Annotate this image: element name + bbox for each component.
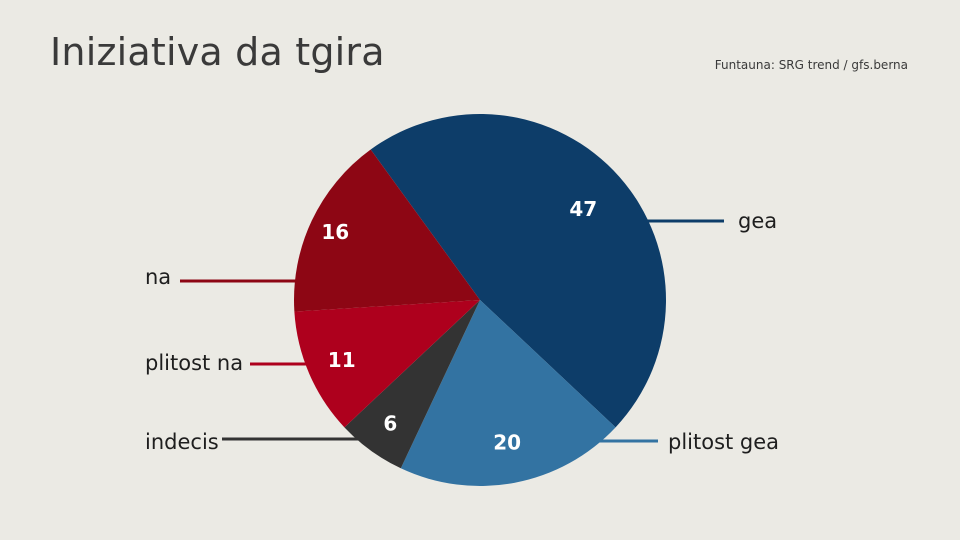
category-label-gea: gea — [738, 209, 777, 233]
pie-slice-plitost-gea — [400, 300, 616, 486]
source-note: Funtauna: SRG trend / gfs.berna — [714, 58, 908, 72]
pie-slice-gea — [370, 113, 666, 428]
pie-slices — [294, 113, 666, 486]
pie-slice-plitost-na — [294, 300, 480, 428]
leader-lines — [180, 219, 724, 443]
value-label-plitost-gea: 20 — [493, 431, 521, 455]
value-label-gea: 47 — [569, 197, 597, 221]
pie-slice-indecis — [344, 300, 480, 469]
value-label-plitost-na: 11 — [328, 348, 356, 372]
category-label-plitost-gea: plitost gea — [668, 430, 779, 454]
value-label-na: 16 — [321, 220, 349, 244]
value-label-indecis: 6 — [383, 411, 397, 435]
pie-slice-na — [294, 149, 480, 312]
labels: 47 gea 20 plitost gea 6 indecis 11 plitost na 16… — [145, 197, 779, 455]
category-label-plitost-na: plitost na — [145, 351, 243, 375]
category-label-indecis: indecis — [145, 430, 219, 454]
category-label-na: na — [145, 265, 171, 289]
chart-title: Iniziativa da tgira — [50, 30, 385, 74]
